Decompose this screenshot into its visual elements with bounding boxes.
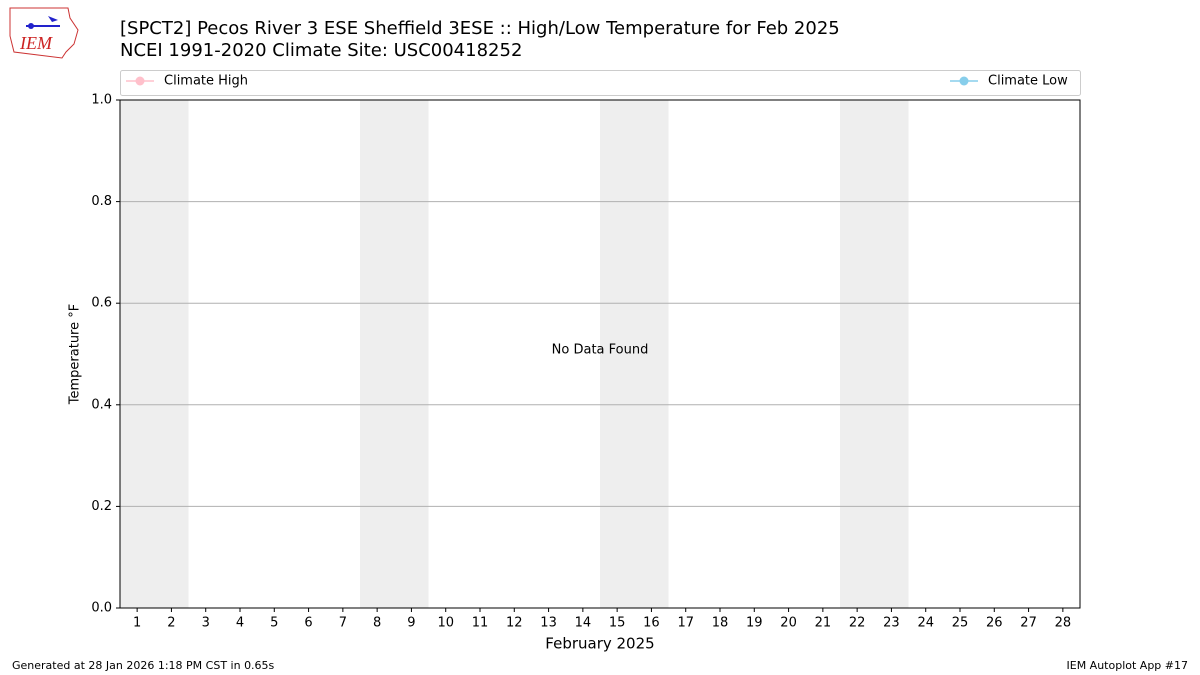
- weekend-band: [360, 100, 429, 608]
- x-tick-label: 26: [986, 616, 1003, 631]
- weekend-band: [840, 100, 909, 608]
- x-tick-label: 15: [609, 616, 626, 631]
- legend-label: Climate High: [164, 74, 248, 89]
- x-axis-label: February 2025: [545, 635, 654, 653]
- x-tick-label: 8: [373, 616, 381, 631]
- x-tick-label: 11: [472, 616, 489, 631]
- x-tick-label: 1: [133, 616, 141, 631]
- x-tick-label: 28: [1055, 616, 1072, 631]
- weekend-band: [120, 100, 189, 608]
- x-tick-label: 12: [506, 616, 523, 631]
- footer-right: IEM Autoplot App #17: [1067, 659, 1189, 672]
- x-tick-label: 14: [575, 616, 592, 631]
- logo-mark: [48, 16, 58, 22]
- x-tick-label: 9: [407, 616, 415, 631]
- x-tick-label: 6: [304, 616, 312, 631]
- y-tick-label: 0.6: [91, 296, 112, 311]
- legend-box: [120, 70, 1081, 96]
- y-tick-label: 0.2: [91, 499, 112, 514]
- x-tick-label: 20: [780, 616, 797, 631]
- x-tick-label: 2: [167, 616, 175, 631]
- x-tick-label: 22: [849, 616, 866, 631]
- x-tick-label: 10: [437, 616, 454, 631]
- x-tick-label: 19: [746, 616, 763, 631]
- legend-label: Climate Low: [988, 74, 1068, 89]
- y-axis-label: Temperature °F: [68, 304, 83, 405]
- legend-swatch: [135, 76, 145, 86]
- x-tick-label: 3: [202, 616, 210, 631]
- x-tick-label: 18: [712, 616, 729, 631]
- x-tick-label: 16: [643, 616, 660, 631]
- logo: IEM: [9, 7, 79, 59]
- logo-text: IEM: [19, 33, 53, 53]
- logo-mark: [28, 23, 34, 29]
- x-tick-label: 23: [883, 616, 900, 631]
- x-tick-label: 24: [917, 616, 934, 631]
- x-tick-label: 21: [815, 616, 832, 631]
- footer-left: Generated at 28 Jan 2026 1:18 PM CST in …: [12, 659, 275, 672]
- legend-swatch: [959, 76, 969, 86]
- x-tick-label: 27: [1020, 616, 1037, 631]
- x-tick-label: 5: [270, 616, 278, 631]
- logo-outline: [9, 7, 79, 59]
- x-tick-label: 17: [677, 616, 694, 631]
- chart-subtitle: NCEI 1991-2020 Climate Site: USC00418252: [120, 40, 522, 61]
- weekend-band: [600, 100, 669, 608]
- plot-frame: [119, 99, 1081, 609]
- y-tick-label: 1.0: [91, 93, 112, 108]
- y-tick-label: 0.8: [91, 194, 112, 209]
- x-tick-label: 7: [339, 616, 347, 631]
- chart-title: [SPCT2] Pecos River 3 ESE Sheffield 3ESE…: [120, 18, 840, 39]
- x-tick-label: 13: [540, 616, 557, 631]
- x-tick-label: 4: [236, 616, 244, 631]
- annotation: No Data Found: [552, 343, 649, 358]
- x-tick-label: 25: [952, 616, 969, 631]
- y-tick-label: 0.4: [91, 397, 112, 412]
- y-tick-label: 0.0: [91, 601, 112, 616]
